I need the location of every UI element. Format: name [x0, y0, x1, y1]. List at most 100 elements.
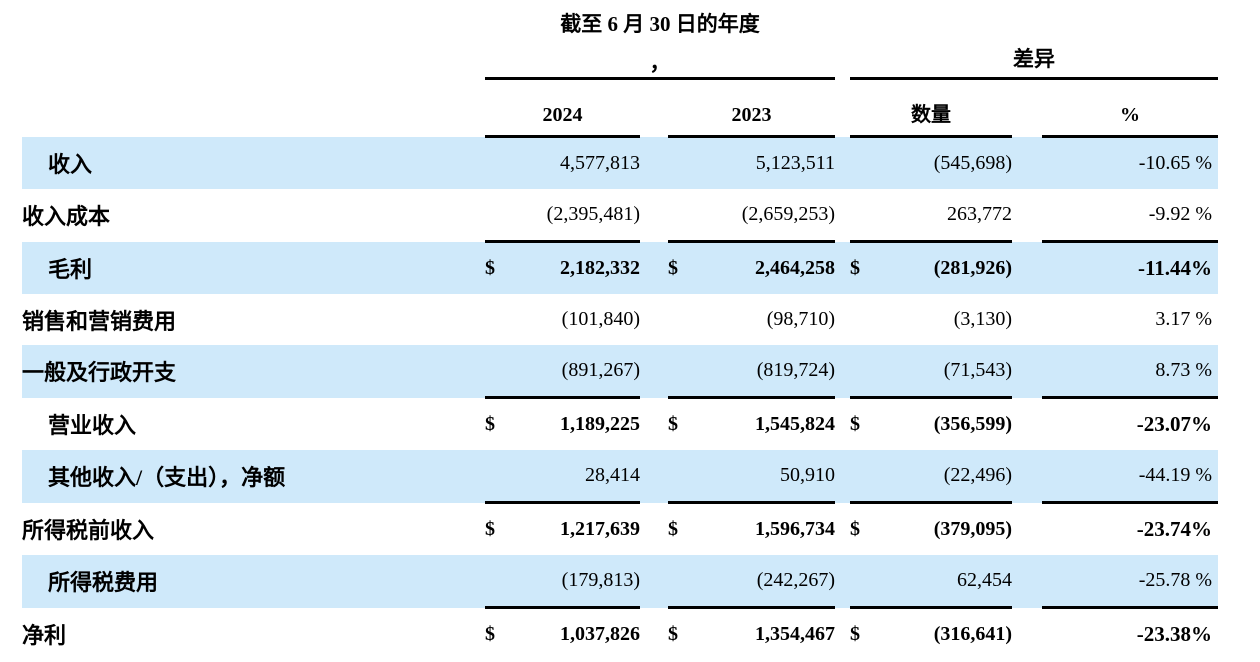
row-label: 收入: [22, 136, 485, 189]
value-percent: -44.19 %: [1042, 450, 1219, 504]
table-row: 所得税费用 (179,813) (242,267) 62,454 -25.78 …: [22, 555, 1219, 609]
row-label: 毛利: [22, 241, 485, 294]
table-row: 收入 4,577,813 5,123,511 (545,698) -10.65 …: [22, 136, 1219, 189]
column-gap: [1012, 294, 1042, 345]
dollar-sign: $: [485, 413, 495, 435]
row-label: 所得税前收入: [22, 517, 155, 543]
dollar-sign: $: [485, 518, 495, 540]
value-2023: 1,596,734: [755, 518, 836, 540]
dollar-sign: $: [668, 623, 678, 645]
column-gap: [1012, 503, 1042, 556]
column-gap: [640, 241, 668, 294]
period-group-header: 截至 6 月 30 日的年度 ，: [485, 6, 836, 80]
value-percent: -25.78 %: [1042, 555, 1219, 609]
value-percent: -23.38%: [1136, 622, 1213, 646]
dollar-sign: $: [850, 518, 861, 540]
dollar-sign: [850, 555, 880, 609]
dollar-sign: $: [850, 623, 861, 645]
value-amount: (22,496): [879, 450, 1013, 504]
value-2024: 1,217,639: [560, 518, 640, 540]
value-2024: 2,182,332: [514, 241, 640, 294]
dollar-sign: [485, 555, 514, 609]
dollar-sign: $: [850, 413, 861, 435]
value-percent: -9.92 %: [1042, 189, 1219, 243]
value-percent: -23.07%: [1136, 412, 1213, 436]
column-gap: [640, 345, 668, 398]
dollar-sign: [850, 294, 879, 345]
table-row: 净利 $ 1,037,826 $ 1,354,467 $ (316,641) -…: [22, 608, 1218, 661]
column-header-amount: 数量: [850, 78, 1013, 138]
column-gap: [835, 79, 850, 137]
column-gap: [1012, 555, 1043, 608]
group-header-row: 截至 6 月 30 日的年度 ， 差异: [22, 6, 1219, 80]
column-gap: [1012, 608, 1042, 661]
column-gap: [1012, 345, 1043, 398]
column-gap: [1012, 241, 1043, 294]
column-gap: [835, 345, 851, 398]
dollar-sign: [668, 555, 697, 609]
column-gap: [640, 398, 668, 451]
value-2024: (2,395,481): [514, 189, 640, 243]
value-2023: (242,267): [697, 555, 836, 609]
value-2024: 28,414: [514, 450, 640, 504]
period-group-line2: ，: [649, 51, 671, 75]
value-percent: -11.44%: [1042, 241, 1219, 294]
value-amount: (71,543): [879, 345, 1013, 399]
value-2023: (98,710): [766, 308, 836, 330]
dollar-sign: [668, 189, 697, 243]
column-gap: [835, 189, 850, 242]
row-label: 一般及行政开支: [22, 345, 485, 398]
table-row: 营业收入 $ 1,189,225 $ 1,545,824 $ (356,599)…: [22, 398, 1218, 451]
column-gap: [640, 79, 668, 137]
dollar-sign: [485, 345, 514, 399]
table-row: 所得税前收入 $ 1,217,639 $ 1,596,734 $ (379,09…: [22, 503, 1218, 556]
column-gap: [1012, 189, 1042, 242]
table-row: 销售和营销费用 (101,840) (98,710) (3,130) 3.17 …: [22, 294, 1218, 345]
value-amount: (281,926): [879, 241, 1013, 294]
column-gap: [640, 294, 668, 345]
column-header-percent: %: [1042, 78, 1219, 138]
column-header-row: 2024 2023 数量 %: [22, 78, 1219, 138]
column-gap: [835, 398, 850, 451]
column-gap: [835, 503, 850, 556]
value-2023: 50,910: [697, 450, 836, 504]
value-amount: 263,772: [879, 189, 1013, 243]
value-2023: 5,123,511: [697, 136, 836, 189]
row-label: 收入成本: [22, 204, 111, 230]
dollar-sign: [668, 450, 697, 504]
dollar-sign: [850, 189, 880, 243]
value-amount: 62,454: [879, 555, 1013, 609]
period-group-line1: 截至 6 月 30 日的年度: [560, 12, 760, 36]
column-header-2023: 2023: [668, 78, 836, 138]
column-gap: [640, 136, 668, 189]
dollar-sign: $: [485, 241, 514, 294]
value-2024: (101,840): [561, 308, 640, 330]
column-gap: [835, 294, 850, 345]
value-2023: 1,545,824: [755, 413, 836, 435]
value-2024: 1,037,826: [560, 623, 640, 645]
column-gap: [835, 136, 851, 189]
table-row: 收入成本 (2,395,481) (2,659,253) 263,772 -9.…: [22, 189, 1219, 243]
value-2024: 1,189,225: [560, 413, 640, 435]
dollar-sign: [850, 136, 880, 189]
dollar-sign: $: [668, 518, 678, 540]
column-header-2024: 2024: [485, 78, 640, 138]
row-label: 销售和营销费用: [22, 308, 177, 334]
dollar-sign: [485, 189, 514, 243]
dollar-sign: $: [668, 413, 678, 435]
row-label: 净利: [22, 622, 67, 648]
column-gap: [1012, 450, 1043, 503]
column-gap: [640, 503, 668, 556]
value-2024: 4,577,813: [514, 136, 640, 189]
row-label: 所得税费用: [22, 555, 485, 608]
value-percent: 8.73 %: [1042, 345, 1219, 399]
column-gap: [835, 241, 851, 294]
column-gap: [835, 450, 851, 503]
value-amount: (356,599): [933, 413, 1013, 435]
column-gap: [1012, 136, 1043, 189]
dollar-sign: $: [850, 241, 880, 294]
difference-group-header: 差异: [850, 6, 1219, 80]
value-2023: 2,464,258: [697, 241, 836, 294]
table-row: 一般及行政开支 (891,267) (819,724) (71,543) 8.7…: [22, 345, 1219, 399]
group-gap: [835, 6, 850, 79]
